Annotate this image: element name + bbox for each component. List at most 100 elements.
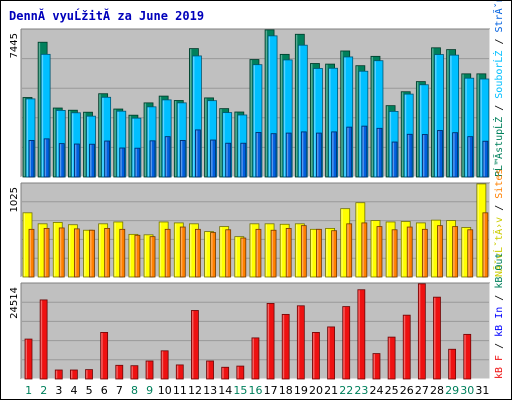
kbytes-bar-single-day-16 bbox=[251, 337, 260, 380]
requests-bar-shine bbox=[174, 101, 177, 177]
visits-bar-shine bbox=[462, 228, 464, 277]
visits-bar-front-day-14 bbox=[225, 229, 232, 278]
kbytes-legend-entry-2: kB In bbox=[494, 307, 505, 337]
x-tick-label-day-26: 26 bbox=[400, 384, 414, 397]
requests-bar-front-day-25 bbox=[391, 141, 398, 178]
kbytes-bar-single-day-18 bbox=[281, 313, 290, 380]
requests-bar-front-day-28 bbox=[437, 130, 443, 178]
requests-bar-shine bbox=[450, 55, 452, 177]
kbytes-bar-single-day-19 bbox=[296, 305, 305, 380]
kbytes-bar-shine bbox=[343, 307, 345, 379]
kbytes-bar-single-day-15 bbox=[236, 365, 245, 380]
visits-bar-front-day-31 bbox=[482, 212, 489, 278]
visits-bar-shine bbox=[190, 224, 192, 277]
kbytes-bar-single-day-20 bbox=[312, 331, 320, 380]
requests-bar-front-day-11 bbox=[179, 140, 186, 178]
visits-bar-front-day-4 bbox=[73, 228, 80, 278]
requests-bar-shine bbox=[377, 128, 379, 177]
visits-bar-shine bbox=[84, 230, 86, 277]
kbytes-legend-entry-3: / bbox=[494, 289, 505, 307]
requests-bar-front-day-18 bbox=[285, 132, 292, 178]
requests-bar-front-day-14 bbox=[225, 142, 232, 178]
requests-bar-shine bbox=[341, 51, 343, 177]
requests-legend-entry-4: StrĂˇnek bbox=[492, 1, 505, 32]
x-tick-label-day-19: 19 bbox=[294, 384, 308, 397]
visits-bar-shine bbox=[68, 225, 71, 277]
visits-bar-front-day-10 bbox=[164, 228, 171, 278]
visits-bar-shine bbox=[144, 235, 147, 277]
visits-bar-front-day-13 bbox=[210, 232, 216, 278]
requests-bar-shine bbox=[271, 134, 274, 177]
kbytes-legend-entry-1: / bbox=[494, 337, 505, 355]
visits-bar-shine bbox=[135, 235, 137, 277]
visits-bar-shine bbox=[159, 222, 162, 277]
kbytes-bar-single-day-12 bbox=[191, 310, 199, 380]
kbytes-bar-single-day-26 bbox=[402, 314, 411, 380]
visits-bar-front-day-2 bbox=[43, 227, 50, 278]
requests-bar-shine bbox=[90, 144, 92, 177]
kbytes-bar-shine bbox=[176, 365, 179, 379]
visits-bar-shine bbox=[280, 224, 283, 277]
chart-title: DennĂ­ vyuĹžitĂ­ za June 2019 bbox=[9, 8, 204, 23]
requests-bar-shine bbox=[147, 107, 150, 177]
requests-bar-shine bbox=[253, 65, 255, 177]
requests-bar-shine bbox=[208, 101, 210, 177]
kbytes-bar-single-day-14 bbox=[221, 366, 230, 380]
kbytes-bar-shine bbox=[70, 370, 73, 379]
requests-bar-shine bbox=[438, 131, 440, 177]
visits-bar-shine bbox=[38, 224, 41, 277]
requests-bar-shine bbox=[332, 132, 334, 177]
visits-bar-shine bbox=[286, 228, 289, 277]
visits-bar-front-day-1 bbox=[28, 228, 35, 278]
requests-bar-front-day-10 bbox=[164, 136, 171, 178]
x-tick-label-day-11: 11 bbox=[173, 384, 187, 397]
kbytes-bar-shine bbox=[131, 366, 133, 379]
kbytes-bar-shine bbox=[222, 367, 224, 379]
visits-bar-shine bbox=[317, 229, 319, 277]
requests-bar-shine bbox=[256, 133, 258, 177]
requests-bar-shine bbox=[211, 140, 213, 177]
visits-bars bbox=[22, 183, 489, 278]
kbytes-bars bbox=[24, 283, 472, 380]
requests-bar-shine bbox=[419, 85, 422, 177]
requests-bar-shine bbox=[480, 79, 482, 177]
requests-bar-shine bbox=[283, 60, 286, 177]
requests-bar-shine bbox=[344, 57, 346, 177]
visits-bar-shine bbox=[332, 231, 334, 277]
x-tick-label-day-10: 10 bbox=[158, 384, 172, 397]
requests-bar-front-day-6 bbox=[104, 140, 111, 178]
requests-bar-front-day-20 bbox=[316, 132, 322, 178]
requests-bar-shine bbox=[347, 127, 349, 177]
visits-bar-shine bbox=[235, 237, 237, 277]
requests-bar-front-day-29 bbox=[452, 132, 459, 178]
visits-legend-entry-0: NĂˇvĹˇtÄ›v bbox=[492, 217, 505, 277]
kbytes-bar-shine bbox=[328, 327, 330, 379]
kbytes-bar-shine bbox=[252, 338, 254, 379]
visits-bar-shine bbox=[174, 223, 177, 277]
requests-bar-front-day-16 bbox=[255, 132, 262, 178]
visits-bar-shine bbox=[311, 229, 313, 277]
requests-bar-shine bbox=[483, 141, 485, 177]
x-tick-label-day-4: 4 bbox=[70, 384, 77, 397]
requests-bar-shine bbox=[407, 134, 410, 177]
requests-bar-shine bbox=[301, 132, 304, 177]
visits-bar-shine bbox=[74, 229, 77, 277]
visits-bar-shine bbox=[150, 237, 153, 277]
requests-bar-front-day-2 bbox=[43, 138, 50, 178]
panel-kbytes: 24514 kB F / kB In / kB Out bbox=[9, 253, 505, 380]
visits-bar-front-day-17 bbox=[270, 229, 277, 278]
visits-bar-shine bbox=[392, 230, 395, 277]
requests-bar-shine bbox=[117, 111, 119, 177]
kbytes-bar-shine bbox=[297, 306, 300, 379]
x-tick-label-day-14: 14 bbox=[218, 384, 232, 397]
x-tick-label-day-22: 22 bbox=[339, 384, 353, 397]
requests-bar-front-day-5 bbox=[89, 143, 95, 178]
kbytes-bar-shine bbox=[207, 361, 209, 379]
kbytes-bar-shine bbox=[434, 297, 436, 379]
requests-legend-entry-3: / bbox=[494, 32, 505, 50]
panel-requests: 7445 PĹ™Ă­stupĹŻ / SouborĹŻ / StrĂˇnek bbox=[9, 1, 505, 178]
visits-bar-shine bbox=[447, 221, 449, 277]
visits-bar-shine bbox=[432, 220, 434, 277]
kbytes-bar-single-day-22 bbox=[342, 306, 351, 380]
